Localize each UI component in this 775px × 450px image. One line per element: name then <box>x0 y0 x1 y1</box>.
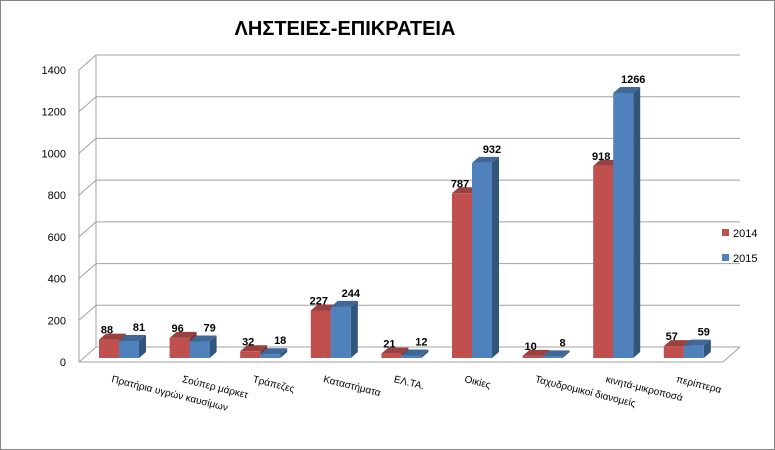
bar-2014 <box>522 355 543 358</box>
bar-2014 <box>381 353 402 358</box>
bar-2015 <box>683 345 704 358</box>
bar-top-2014 <box>169 331 197 338</box>
bar-2014 <box>452 193 472 358</box>
bar-side-2015 <box>280 348 288 358</box>
bar-top-2014 <box>663 340 691 347</box>
bar-2015 <box>401 355 422 358</box>
bar-top-2015 <box>613 87 641 93</box>
bar-2015 <box>542 356 563 358</box>
floor-right-edge <box>722 346 741 363</box>
bar-side-2015 <box>633 87 641 358</box>
bar-top-2014 <box>522 349 550 356</box>
data-label: 8 <box>560 337 566 349</box>
x-tick-label: Οικίες <box>463 373 492 391</box>
bar-2014 <box>99 339 119 358</box>
legend-swatch-2014 <box>722 229 729 236</box>
gridline <box>78 263 740 279</box>
bar-side-2015 <box>139 335 146 358</box>
bar-side-2015 <box>209 335 217 358</box>
gridline <box>78 96 740 113</box>
data-label: 1266 <box>621 74 645 86</box>
x-tick-label: Πρατήρια υγρών καυσίμων <box>110 373 229 414</box>
data-label: 932 <box>483 144 501 156</box>
bar-side-2015 <box>703 339 711 358</box>
bar-top-2015 <box>542 350 570 357</box>
y-tick-label: 400 <box>48 274 66 286</box>
data-label: 12 <box>415 336 427 348</box>
legend-swatch-2015 <box>722 254 729 261</box>
data-label: 59 <box>698 327 710 339</box>
data-label: 10 <box>524 341 536 353</box>
bar-top-2014 <box>381 347 409 354</box>
y-tick-label: 0 <box>60 357 66 369</box>
bar-2014 <box>240 351 261 358</box>
bar-top-2015 <box>119 335 146 342</box>
data-label: 79 <box>203 322 215 334</box>
bar-2015 <box>330 306 351 358</box>
y-tick-label: 800 <box>48 190 66 202</box>
y-tick-label: 1000 <box>42 148 66 160</box>
bar-side-2015 <box>421 349 429 358</box>
bar-top-2015 <box>472 156 499 163</box>
data-label: 96 <box>171 323 183 335</box>
bar-2015 <box>189 341 210 358</box>
bar-top-2014 <box>99 333 126 340</box>
x-tick-label: Καταστήματα <box>322 373 382 399</box>
bar-side-2015 <box>492 156 499 358</box>
gridline <box>78 179 740 196</box>
data-label: 81 <box>133 322 145 334</box>
bar-2015 <box>119 341 139 358</box>
bar-2015 <box>472 162 492 358</box>
bar-2014 <box>310 310 331 358</box>
gridline <box>78 346 740 363</box>
bar-2014 <box>169 337 190 358</box>
legend-label: 2015 <box>733 253 757 265</box>
bar-top-2015 <box>683 339 711 346</box>
data-label: 787 <box>451 178 469 190</box>
data-label: 244 <box>342 288 361 300</box>
gridline <box>78 137 740 154</box>
x-tick-label: Τράπεζες <box>251 373 295 395</box>
bar-2015 <box>260 354 281 358</box>
data-label: 227 <box>310 295 328 307</box>
bar-2015 <box>613 93 634 358</box>
gridline <box>78 54 740 71</box>
bar-side-2015 <box>562 350 570 358</box>
bar-2014 <box>663 346 684 358</box>
bar-top-2014 <box>240 345 268 352</box>
gridline <box>78 304 740 321</box>
bar-side-2015 <box>350 300 358 358</box>
data-label: 88 <box>101 325 113 337</box>
data-label: 32 <box>242 336 254 348</box>
bar-top-2015 <box>260 348 288 355</box>
y-tick-label: 200 <box>48 315 66 327</box>
y-tick-label: 1400 <box>42 65 66 77</box>
data-label: 57 <box>666 331 678 343</box>
data-label: 18 <box>274 335 286 347</box>
data-label: 21 <box>383 339 395 351</box>
chart-title: ΛΗΣΤΕΙΕΣ-ΕΠΙΚΡΑΤΕΙΑ <box>235 18 456 40</box>
bar-top-2015 <box>330 300 358 307</box>
legend-label: 2014 <box>733 228 757 240</box>
bar-top-2015 <box>401 349 429 356</box>
bar-2014 <box>593 165 614 358</box>
y-tick-label: 600 <box>48 232 66 244</box>
gridline <box>78 221 740 238</box>
y-tick-label: 1200 <box>42 107 66 119</box>
x-tick-label: ΕΛ.ΤΑ. <box>393 374 426 392</box>
bar-top-2015 <box>189 335 217 342</box>
data-label: 918 <box>592 151 610 163</box>
